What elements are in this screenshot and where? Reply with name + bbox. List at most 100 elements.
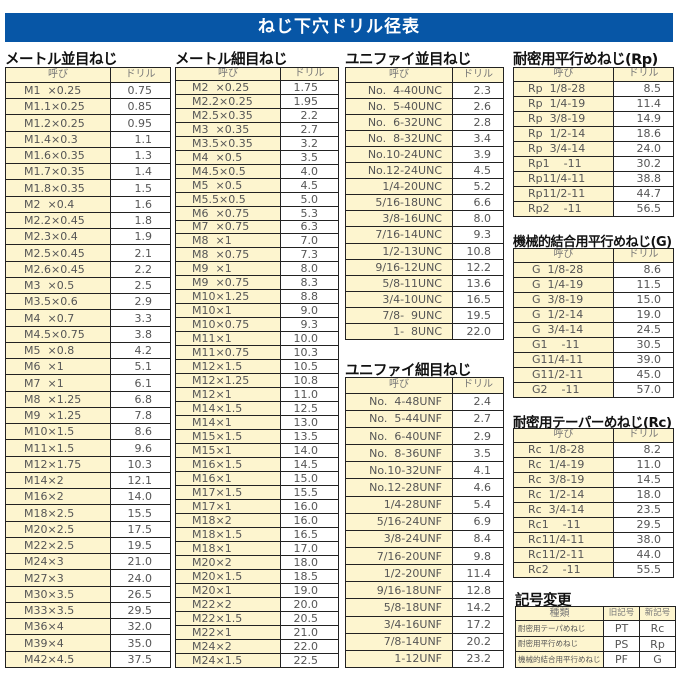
thread-designation: G 3/4-14: [513, 321, 614, 338]
table-row: M18×2.5 15.5: [5, 504, 171, 522]
drill-size: 9.0: [280, 303, 339, 319]
table-row: 9/16-18UNF 12.8: [345, 581, 504, 600]
drill-size: 8.0: [280, 261, 339, 277]
drill-size: 2.1: [110, 244, 171, 262]
drill-size: 19.0: [613, 306, 674, 323]
drill-size: 15.5: [280, 484, 339, 500]
drill-size: 4.2: [110, 341, 171, 360]
thread-designation: M1.7×0.35: [5, 163, 111, 181]
table-row: Rp 3/8-19 14.9: [513, 110, 674, 127]
thread-designation: Rc2 -11: [513, 561, 614, 579]
thread-designation: 7/16-14UNC: [345, 226, 453, 244]
drill-size: 39.0: [613, 351, 674, 368]
thread-designation: No.10-32UNF: [345, 461, 453, 480]
thread-designation: No. 8-32UNC: [345, 129, 453, 148]
table-row: M17×1.5 15.5: [175, 484, 339, 500]
table-row: No. 6-32UNC 2.8: [345, 113, 504, 131]
table-row: M1.6×0.35 1.3: [5, 146, 171, 165]
thread-designation: No. 8-36UNF: [345, 444, 453, 463]
drill-size: 13.5: [280, 429, 339, 444]
drill-size: 7.8: [110, 406, 171, 425]
drill-size: 17.2: [452, 615, 504, 634]
table-row: Rp 1/2-14 18.6: [513, 125, 674, 142]
drill-size: 0.85: [110, 98, 171, 116]
drill-size: 10.0: [280, 331, 339, 347]
table-row: Rp 3/4-14 24.0: [513, 140, 674, 157]
thread-designation: 5/16-18UNC: [345, 194, 453, 212]
new-symbol: Rc: [639, 620, 676, 637]
table-row: Rc2 -11 55.5: [513, 561, 674, 579]
thread-designation: M7 ×0.75: [175, 219, 281, 235]
thread-designation: M18×1.5: [175, 526, 281, 542]
drill-size: 37.5: [110, 650, 171, 669]
drill-size: 2.9: [452, 426, 504, 446]
thread-designation: M2.2×0.45: [5, 211, 111, 230]
thread-designation: M2.3×0.4: [5, 228, 111, 246]
table-row: M8 ×1 7.0: [175, 233, 339, 249]
thread-designation: G 1/4-19: [513, 276, 614, 293]
table-row: M2.3×0.4 1.9: [5, 228, 171, 246]
table-row: M5.5×0.5 5.0: [175, 191, 339, 207]
table-row: M8 ×0.75 7.3: [175, 247, 339, 263]
drill-size: 2.8: [452, 113, 504, 131]
table-row: M1.8×0.35 1.5: [5, 179, 171, 197]
thread-designation: M36×4: [5, 618, 111, 636]
thread-designation: M9 ×1: [175, 261, 281, 277]
drill-size: 23.2: [452, 649, 504, 669]
drill-size: 10.8: [452, 242, 504, 260]
column-header-drill: ドリル: [613, 67, 674, 82]
thread-designation: M24×3: [5, 553, 111, 571]
thread-designation: M7 ×1: [5, 374, 111, 392]
thread-designation: No. 6-40UNF: [345, 426, 453, 446]
drill-size: 10.5: [280, 359, 339, 375]
thread-designation: M12×1.25: [175, 373, 281, 389]
table-row: Rc11/2-11 44.0: [513, 546, 674, 563]
thread-designation: M16×1: [175, 470, 281, 486]
drill-size: 44.7: [613, 185, 674, 202]
table-row: M12×1 11.0: [175, 387, 339, 403]
drill-size: 23.5: [613, 501, 674, 518]
drill-size: 44.0: [613, 546, 674, 563]
drill-size: 15.0: [613, 291, 674, 308]
thread-designation: M11×1.5: [5, 439, 111, 457]
drill-size: 3.5: [280, 149, 339, 165]
drill-size: 14.9: [613, 110, 674, 127]
thread-designation: M30×3.5: [5, 585, 111, 603]
drill-size: 4.0: [280, 163, 339, 179]
drill-size: 1.75: [280, 79, 339, 95]
table-row: M2 ×0.4 1.6: [5, 195, 171, 213]
drill-size: 9.3: [280, 317, 339, 333]
thread-designation: M22×2: [175, 596, 281, 612]
drill-size: 19.5: [110, 536, 171, 555]
drill-size: 24.0: [110, 569, 171, 587]
table-row: M1.2×0.25 0.95: [5, 114, 171, 132]
thread-designation: M4.5×0.5: [175, 163, 281, 179]
thread-designation: M14×1.5: [175, 401, 281, 417]
column-header-drill: ドリル: [110, 67, 171, 83]
table-row: M10×1.5 8.6: [5, 423, 171, 441]
drill-size: 14.5: [280, 456, 339, 472]
drill-size: 6.9: [452, 512, 504, 531]
metric-fine-table: 呼び ドリル M2 ×0.25 1.75 M2.2×0.25 1.95 M2.5×0.35 2…: [175, 67, 339, 669]
thread-designation: Rp 3/8-19: [513, 110, 614, 127]
drill-size: 24.5: [613, 321, 674, 338]
table-row: No. 6-40UNF 2.9: [345, 426, 504, 446]
table-row: 耐密用平行めねじ PS Rp: [515, 635, 676, 653]
thread-designation: No. 5-44UNF: [345, 409, 453, 428]
drill-size: 8.2: [613, 441, 674, 458]
thread-designation: 3/4-16UNF: [345, 615, 453, 634]
thread-designation: 3/8-24UNF: [345, 529, 453, 548]
thread-designation: Rp2 -11: [513, 200, 614, 218]
table-row: Rp2 -11 56.5: [513, 200, 674, 218]
table-row: No. 4-40UNC 2.3: [345, 81, 504, 99]
drill-size: 20.5: [280, 610, 339, 626]
thread-designation: Rc1 -11: [513, 516, 614, 533]
drill-size: 8.5: [613, 80, 674, 97]
drill-size: 5.4: [452, 495, 504, 514]
table-row: No.12-28UNF 4.6: [345, 478, 504, 497]
table-row: No.12-24UNC 4.5: [345, 162, 504, 180]
thread-designation: M22×1.5: [175, 610, 281, 626]
table-row: Rp 1/4-19 11.4: [513, 95, 674, 112]
thread-designation: M22×2.5: [5, 536, 111, 555]
drill-size: 2.9: [110, 293, 171, 311]
